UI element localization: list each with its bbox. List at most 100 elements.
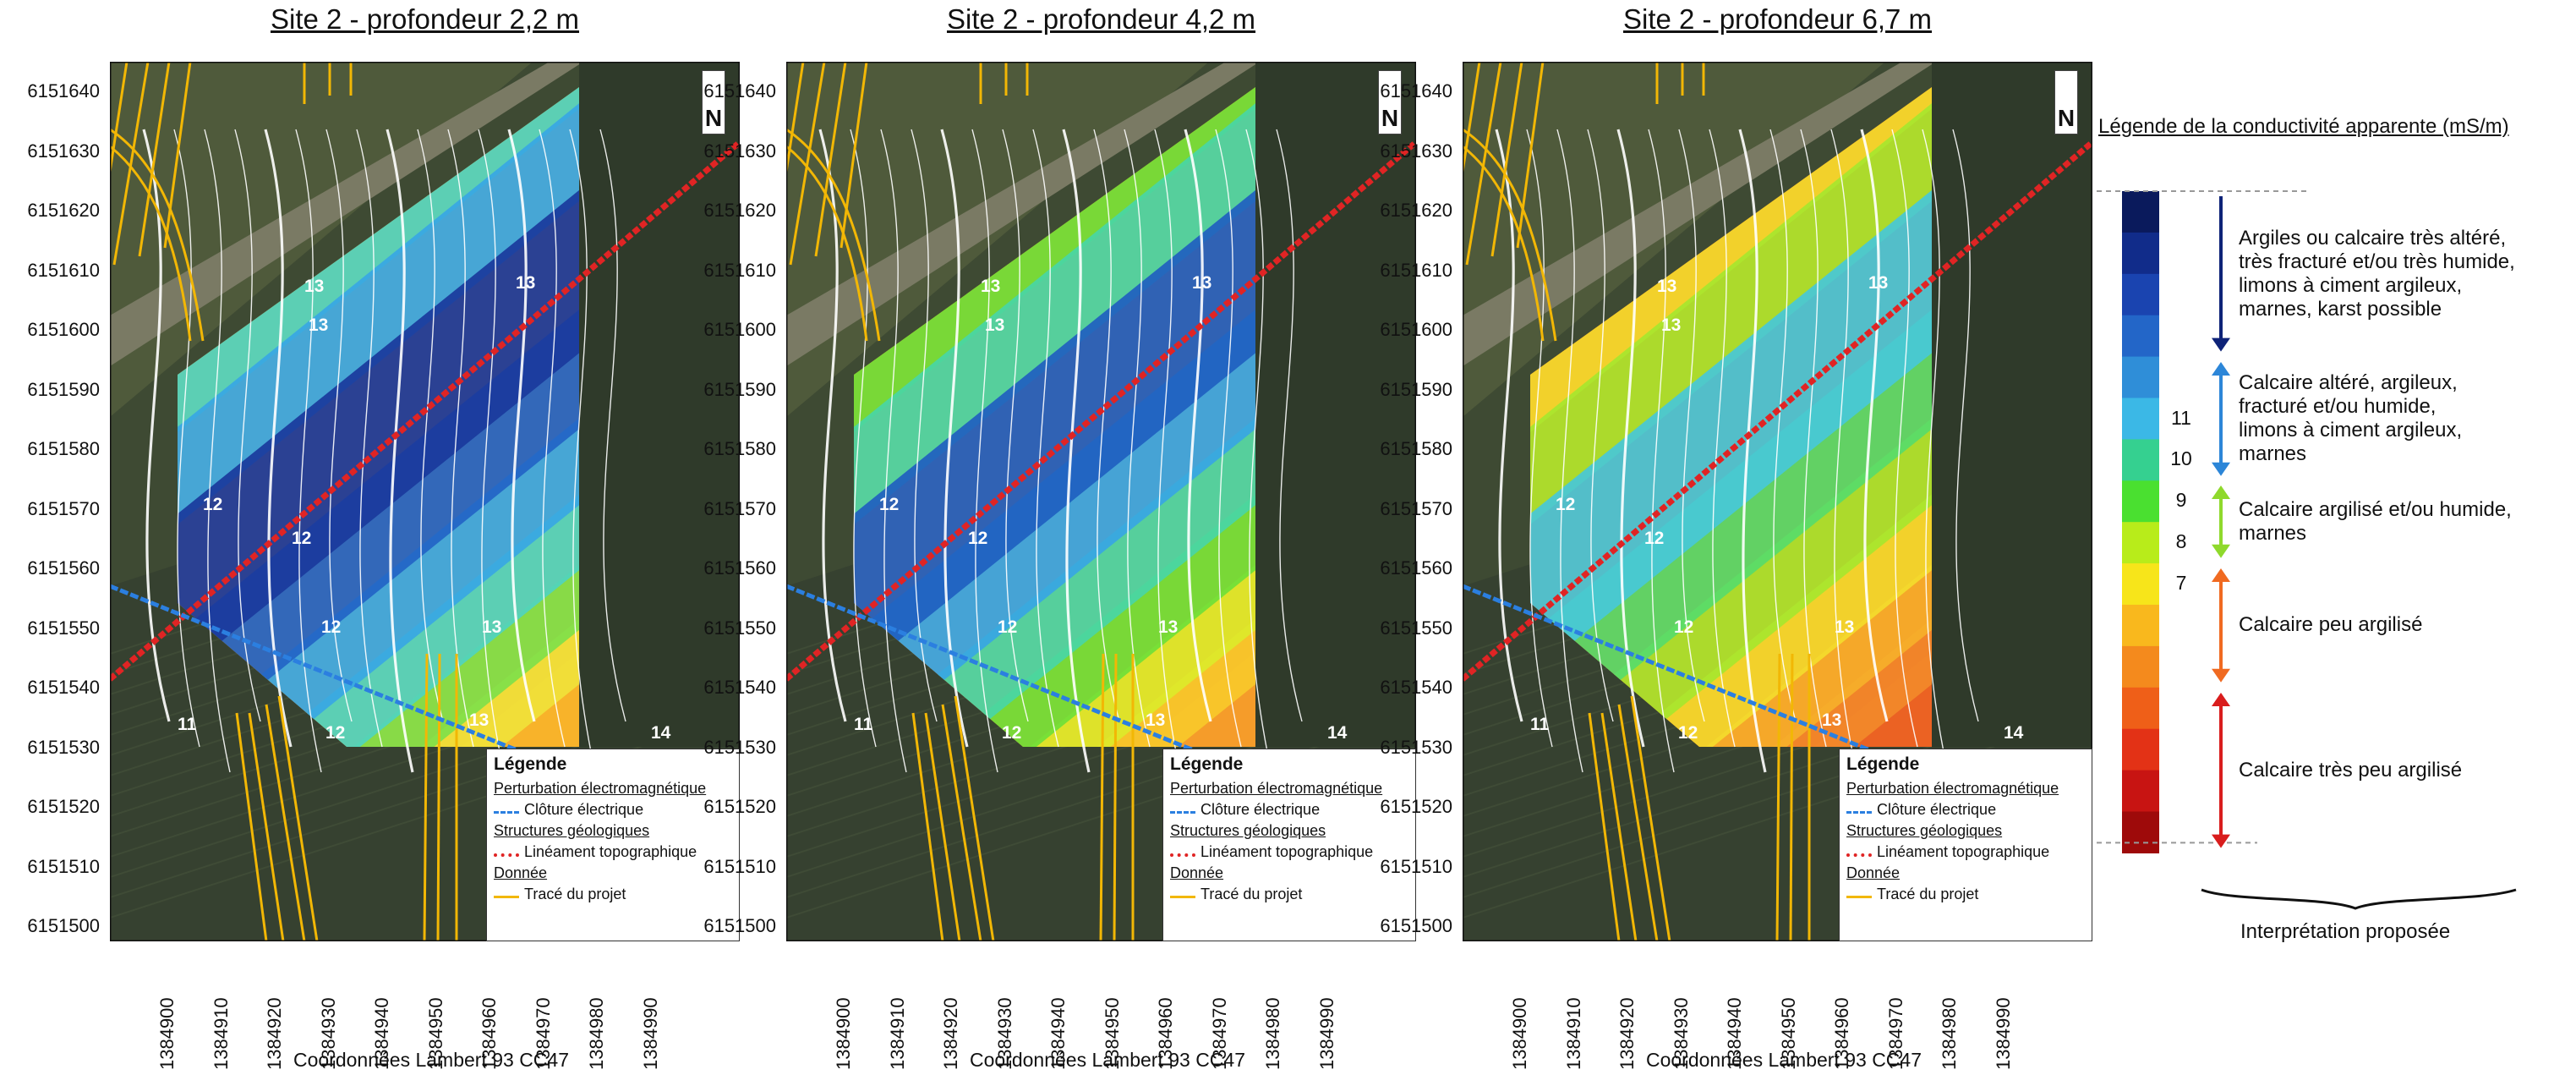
- contour-label: 13: [1192, 273, 1211, 293]
- panel-title: Site 2 - profondeur 4,2 m: [946, 3, 1256, 35]
- contour-line: [204, 129, 231, 773]
- colorbar-segment: [2122, 191, 2159, 233]
- map-panel-1: Site 2 - profondeur 2,2 m 6151640 6151630 6…: [0, 0, 740, 1075]
- contour-label: 12: [1556, 495, 1575, 514]
- y-tick-label: 6151500: [1380, 915, 1452, 936]
- panel-title: Site 2 - profondeur 2,2 m: [270, 3, 580, 35]
- contour-line: [417, 129, 444, 722]
- x-axis-title: Coordonnées Lambert 93 CC47: [969, 1049, 1246, 1071]
- contour-line: [850, 129, 877, 748]
- map-legend: Légende Perturbation électromagnétique Clô…: [1162, 749, 1416, 941]
- interpretation-brace: [2201, 888, 2517, 910]
- y-tick-label: 6151610: [1380, 259, 1452, 281]
- interpretation-text: Argiles ou calcaire très altéré, très fr…: [2239, 226, 2515, 321]
- contour-line: [173, 129, 200, 748]
- contour-line: [386, 129, 414, 773]
- colorbar-segment: [2122, 563, 2159, 606]
- contour-line: [1738, 129, 1767, 773]
- colorbar-segment: [2122, 356, 2159, 399]
- contour-line: [971, 129, 998, 773]
- contour-line: [569, 129, 596, 773]
- legend-title: Légende: [1170, 754, 1244, 774]
- y-tick-label: 6151520: [27, 796, 100, 817]
- y-tick-label: 6151570: [703, 497, 776, 519]
- contour-label: 13: [1835, 617, 1854, 637]
- y-tick-label: 6151600: [27, 319, 100, 340]
- y-tick-label: 6151590: [703, 378, 776, 400]
- contour-label: 12: [1002, 723, 1021, 743]
- interpretation-text: Calcaire très peu argilisé: [2239, 758, 2463, 782]
- scale-tick-label: 6: [2175, 613, 2187, 635]
- y-tick-label: 6151530: [703, 736, 776, 758]
- y-tick-label: 6151540: [703, 677, 776, 698]
- y-tick-label: 6151550: [703, 617, 776, 639]
- project-route: [1630, 695, 1671, 941]
- contour-label: 14: [2004, 723, 2024, 743]
- contour-line: [295, 129, 322, 773]
- colorbar-segment: [2122, 770, 2159, 813]
- range-arrow-icon: [2212, 196, 2230, 352]
- legend-section: Donnée: [1170, 864, 1224, 881]
- contour-label: 11: [1530, 715, 1550, 734]
- scale-tick-label: 5: [2175, 654, 2187, 677]
- scale-tick-label: 9: [2175, 489, 2187, 512]
- y-tick-label: 6151510: [703, 855, 776, 877]
- y-tick-label: 6151600: [1380, 319, 1452, 340]
- contour-line: [1800, 129, 1827, 748]
- y-tick-label: 6151500: [27, 915, 100, 936]
- scale-tick-label: 3: [2175, 737, 2187, 760]
- y-tick-label: 6151510: [27, 855, 100, 877]
- legend-item: Clôture électrique: [1200, 801, 1321, 818]
- contour-label: 13: [1661, 315, 1681, 335]
- x-axis-title: Coordonnées Lambert 93 CC47: [293, 1049, 570, 1071]
- conductivity-band: [854, 87, 1255, 747]
- y-tick-label: 6151620: [27, 200, 100, 221]
- fence-symbol-icon: [494, 806, 519, 814]
- contour-line: [940, 129, 969, 748]
- project-route: [110, 128, 205, 342]
- y-tick-label: 6151550: [27, 617, 100, 639]
- contour-label: 13: [309, 315, 328, 335]
- legend-section: Donnée: [494, 864, 548, 881]
- scale-tick-label: 8: [2175, 530, 2187, 553]
- panel-title: Site 2 - profondeur 6,7 m: [1622, 3, 1933, 35]
- north-label: N: [2057, 105, 2076, 131]
- interpretation-text: Calcaire altéré, argileux, fracturé et/o…: [2239, 370, 2463, 465]
- legend-section: Perturbation électromagnétique: [1846, 780, 2059, 797]
- project-route: [1490, 62, 1523, 257]
- route-symbol-icon: [494, 891, 519, 898]
- y-tick-label: 6151570: [1380, 497, 1452, 519]
- scale-tick-label: 16: [2170, 200, 2192, 222]
- project-route: [789, 62, 826, 266]
- conductivity-map: 13 13 13 12 12 12 13 12 13 11 14: [1463, 62, 2092, 941]
- contour-line: [1154, 129, 1181, 773]
- project-route: [1099, 653, 1105, 941]
- x-axis-title: Coordonnées Lambert 93 CC47: [1645, 1049, 1922, 1071]
- project-route: [941, 704, 982, 941]
- lineament-symbol-icon: [1846, 848, 1872, 857]
- y-tick-label: 6151560: [1380, 557, 1452, 579]
- contour-line: [447, 129, 474, 748]
- y-tick-label: 6151580: [1380, 438, 1452, 459]
- contour-line: [1526, 129, 1553, 748]
- contour-line: [356, 129, 383, 748]
- legend-item: Clôture électrique: [524, 801, 644, 818]
- y-tick-label: 6151520: [703, 796, 776, 817]
- north-label: N: [1381, 105, 1399, 131]
- y-tick-label: 6151530: [27, 736, 100, 758]
- north-arrow-icon: N: [2054, 70, 2078, 134]
- conductivity-band: [1530, 87, 1932, 747]
- y-tick-label: 6151630: [27, 140, 100, 162]
- contour-label: 13: [1146, 710, 1165, 730]
- scale-tick-label: 4: [2175, 695, 2187, 718]
- scale-tick-label: 1: [2175, 820, 2187, 842]
- topographic-lineament: [1463, 140, 2092, 682]
- project-route: [1463, 145, 1545, 342]
- north-arrow-icon: N: [1378, 70, 1402, 134]
- route-symbol-icon: [1846, 891, 1872, 898]
- project-route: [138, 62, 171, 257]
- conductivity-map: 13 13 13 12 12 12 13 12 13 11 14: [786, 62, 1416, 941]
- legend-section: Structures géologiques: [1846, 822, 2003, 839]
- contour-line: [1587, 129, 1614, 722]
- interpretation-title: Interprétation proposée: [2240, 920, 2451, 943]
